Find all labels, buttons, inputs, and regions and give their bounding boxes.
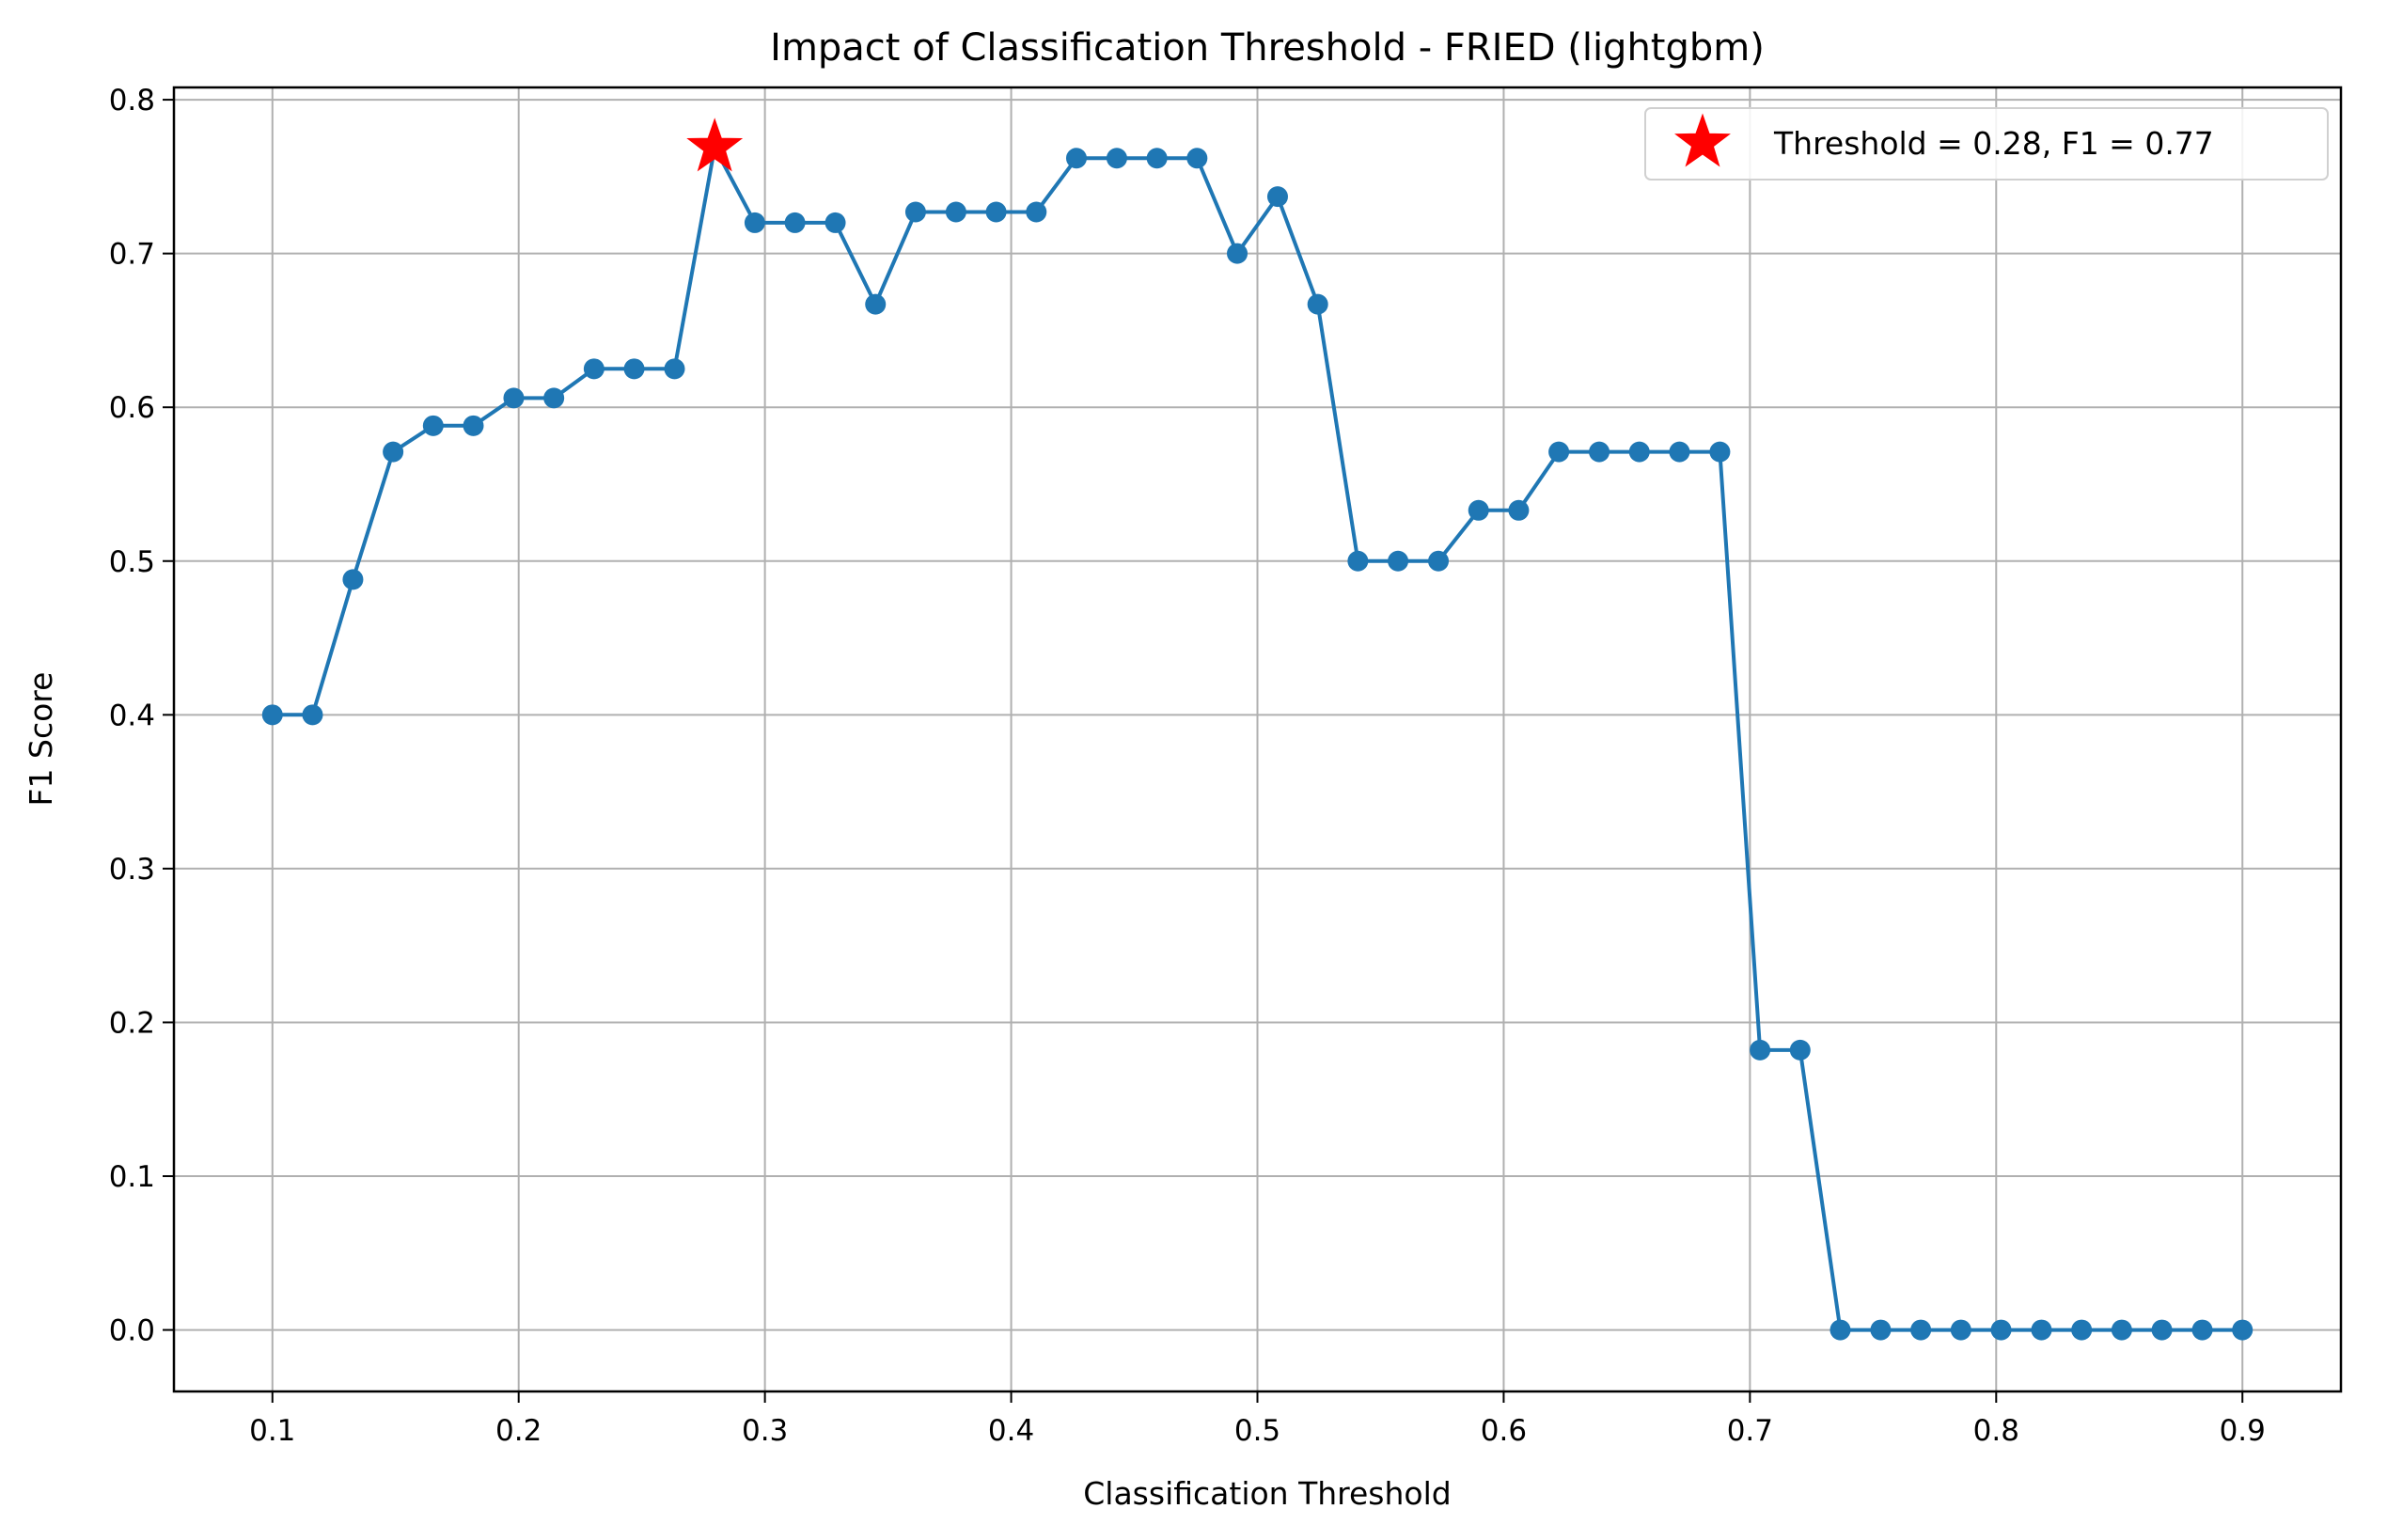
data-point [1106,148,1127,169]
data-point [2031,1319,2052,1341]
data-point [583,358,605,380]
data-point [1468,499,1489,521]
data-point [383,441,404,463]
data-point [2111,1319,2132,1341]
data-point [302,704,323,726]
data-point [1347,550,1369,572]
data-point [2071,1319,2093,1341]
data-point [422,415,444,436]
data-point [904,201,926,223]
data-point [1428,550,1450,572]
data-point [1227,243,1248,264]
data-point [1910,1319,1932,1341]
data-point [1065,148,1087,169]
x-tick-label: 0.2 [495,1414,542,1448]
data-point [1589,441,1610,463]
ticks: 0.1 0.2 0.3 0.4 0.5 0.6 0.7 0.8 0.9 0.0 0.1 0.2 0.3 0… [109,84,2266,1448]
x-tick-label: 0.4 [988,1414,1034,1448]
data-point [1870,1319,1892,1341]
data-point [2232,1319,2254,1341]
y-tick-label: 0.2 [109,1006,155,1040]
data-point [664,358,685,380]
data-point [2191,1319,2213,1341]
data-point [1548,441,1570,463]
x-axis-label: Classification Threshold [1083,1475,1451,1512]
data-point [945,201,966,223]
y-tick-label: 0.7 [109,238,155,272]
data-point [784,212,806,233]
data-point [1266,186,1288,208]
y-tick-label: 0.6 [109,391,155,425]
series [261,118,2254,1341]
legend-star-marker [1674,113,1731,167]
x-tick-label: 0.5 [1234,1414,1280,1448]
y-tick-label: 0.8 [109,84,155,118]
data-point [543,387,565,409]
x-tick-label: 0.3 [742,1414,788,1448]
data-point [1669,441,1690,463]
data-point [2151,1319,2173,1341]
data-point [985,201,1007,223]
legend-star-icon [1674,113,1731,167]
y-tick-label: 0.4 [109,699,155,732]
data-point [261,704,283,726]
x-tick-label: 0.1 [249,1414,295,1448]
data-point [1026,201,1047,223]
x-tick-label: 0.9 [2220,1414,2266,1448]
data-point [1307,293,1328,315]
legend: Threshold = 0.28, F1 = 0.77 [1644,107,2329,181]
data-point [1146,148,1168,169]
data-point [1990,1319,2012,1341]
data-point [1789,1039,1811,1061]
data-point [865,293,887,315]
x-tick-label: 0.8 [1973,1414,2019,1448]
data-point [1388,550,1409,572]
data-point [1709,441,1731,463]
data-point [1508,499,1530,521]
data-point [1950,1319,1971,1341]
legend-box [1644,107,2329,181]
legend-label: Threshold = 0.28, F1 = 0.77 [1773,125,2214,162]
y-tick-label: 0.0 [109,1314,155,1348]
data-point [503,387,525,409]
data-point [623,358,645,380]
data-point [1830,1319,1851,1341]
data-point [744,212,765,233]
best-threshold-star [686,118,744,172]
x-tick-label: 0.7 [1727,1414,1773,1448]
data-point [463,415,484,436]
grid [174,87,2341,1391]
y-tick-label: 0.1 [109,1160,155,1194]
y-tick-label: 0.3 [109,853,155,887]
y-axis-label: F1 Score [23,672,59,807]
data-point [824,212,846,233]
data-point [1750,1039,1771,1061]
x-tick-label: 0.6 [1481,1414,1527,1448]
chart-title: Impact of Classification Threshold - FRI… [770,26,1765,70]
data-point [1628,441,1650,463]
y-tick-label: 0.5 [109,545,155,579]
data-point [342,569,364,590]
data-point [1186,148,1208,169]
